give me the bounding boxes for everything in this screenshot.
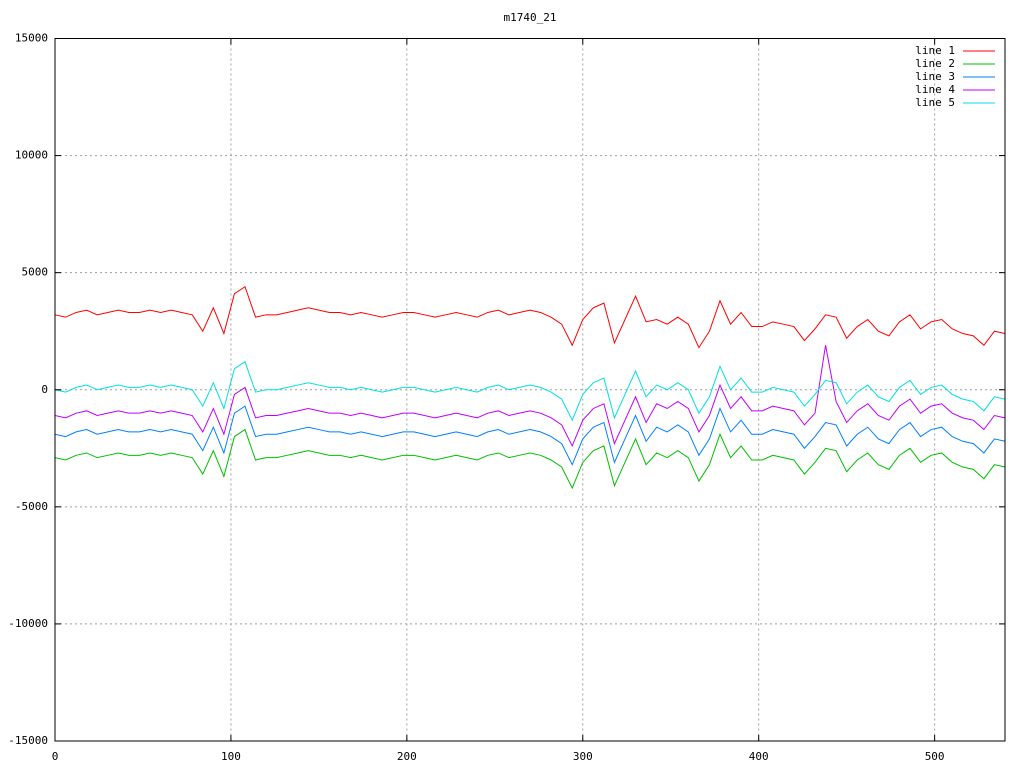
plot	[54, 285, 1006, 490]
x-tick-label: 400	[749, 750, 769, 763]
y-tick-label: 10000	[15, 149, 48, 162]
x-tick-label: 0	[52, 750, 59, 763]
y-tick-label: -15000	[8, 734, 48, 747]
x-tick-label: 200	[397, 750, 417, 763]
y-tick-label: 5000	[22, 266, 49, 279]
x-tick-label: 500	[925, 750, 945, 763]
y-tick-label: 0	[41, 383, 48, 396]
series-line	[54, 345, 1006, 448]
x-tick-label: 300	[573, 750, 593, 763]
legend-label: line 1	[915, 44, 955, 57]
y-tick-label: -5000	[15, 500, 48, 513]
series-line	[54, 285, 1006, 349]
legend-label: line 3	[915, 70, 955, 83]
legend-label: line 2	[915, 57, 955, 70]
legend-label: line 4	[915, 83, 955, 96]
series-line	[54, 405, 1006, 466]
x-tick-label: 100	[221, 750, 241, 763]
legend-label: line 5	[915, 96, 955, 109]
series-line	[54, 360, 1006, 422]
chart-title: m1740_21	[504, 11, 557, 24]
y-tick-label: -10000	[8, 617, 48, 630]
y-tick-label: 15000	[15, 32, 48, 45]
series-line	[54, 428, 1006, 490]
